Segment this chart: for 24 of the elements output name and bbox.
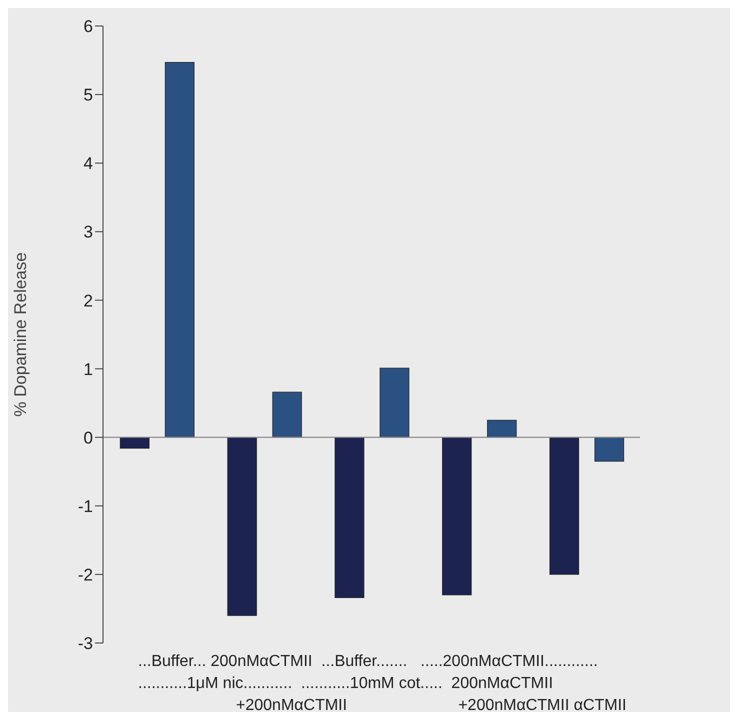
y-tick-label: -3 [78, 634, 93, 654]
bar [487, 420, 517, 438]
bar [272, 392, 302, 438]
y-axis-title: % Dopamine Release [11, 252, 30, 417]
y-tick-label: -1 [78, 496, 93, 516]
bar [227, 437, 257, 616]
y-tick-label: 0 [84, 428, 93, 448]
text: ...Buffer... 200nMαCTMII ...Buffer....... .....200nMαCTMII............ [138, 652, 598, 672]
y-tick-label: 1 [84, 360, 93, 379]
y-tick-label: 5 [84, 86, 93, 105]
text: +200nMαCTMII +200nMαCTMII αCTMII [236, 696, 626, 716]
bar [442, 437, 472, 596]
bar [120, 437, 150, 449]
y-tick-label: 4 [84, 154, 93, 174]
bar [334, 437, 364, 598]
bar [164, 62, 194, 438]
bar [594, 437, 624, 462]
y-tick-label: -2 [78, 565, 93, 584]
y-tick-label: 2 [84, 291, 93, 310]
y-tick-label: 3 [84, 222, 93, 242]
bar [380, 368, 410, 438]
y-tick-label: 6 [84, 17, 93, 36]
bar [549, 437, 580, 575]
text: ...........1μM nic........... ...........10mM cot..... 200nMαCTMII [138, 674, 554, 694]
